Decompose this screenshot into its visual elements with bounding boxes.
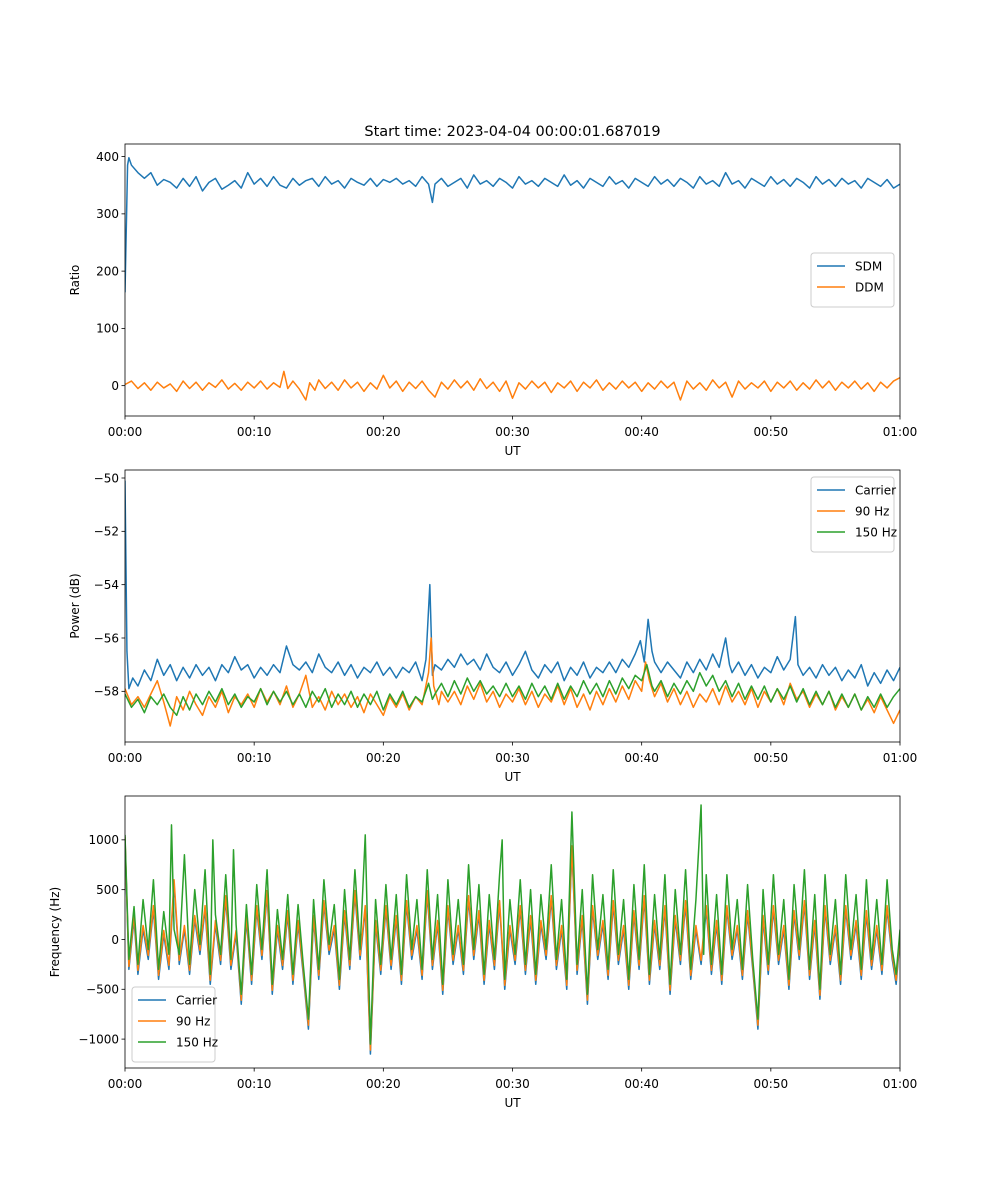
x-tick-label: 00:10 [237,751,272,765]
legend: SDM DDM [810,252,895,308]
x-tick-label: 00:20 [366,1077,401,1091]
x-axis-label: UT [504,444,521,458]
chart-area: 00:00 00:10 00:20 00:30 00:40 00:50 01:00 0 100 2… [48,143,918,1110]
y-tick-label: 0 [111,379,119,393]
legend-entry: Carrier [176,994,217,1008]
y-tick-label: −50 [94,471,119,485]
y-tick-label: 100 [96,322,119,336]
legend-box [810,476,895,553]
y-tick-label: 0 [111,933,119,947]
figure-title: Start time: 2023-04-04 00:00:01.687019 [364,124,660,140]
x-tick-label: 00:50 [754,1077,789,1091]
x-tick-label: 01:00 [883,751,918,765]
y-tick-label: 400 [96,150,119,164]
x-tick-label: 00:40 [624,751,659,765]
x-tick-label: 00:30 [495,425,530,439]
chart-panel-1: 00:00 00:10 00:20 00:30 00:40 00:50 01:00 0 100 2… [68,143,918,458]
x-tick-label: 01:00 [883,425,918,439]
x-tick-label: 00:00 [108,425,143,439]
series-group [125,804,900,1055]
y-tick-label: −500 [86,983,119,997]
y-tick-label: −56 [94,631,119,645]
y-tick-label: 1000 [88,833,119,847]
y-tick-label: −54 [94,578,119,592]
x-tick-label: 00:50 [754,425,789,439]
y-axis-label: Frequency (Hz) [48,887,62,978]
y-tick-label: −52 [94,525,119,539]
y-tick-label: −1000 [78,1032,119,1046]
y-tick-label: 300 [96,207,119,221]
series-line-carrier [125,480,900,690]
y-tick-label: 500 [96,883,119,897]
legend-entry: DDM [855,281,884,295]
series-line-150-hz [125,804,900,1045]
legend: Carrier 90 Hz 150 Hz [810,476,897,553]
series-group [125,156,900,401]
legend-entry: 150 Hz [855,526,897,540]
x-tick-label: 00:10 [237,425,272,439]
x-tick-label: 00:40 [624,1077,659,1091]
x-tick-label: 00:50 [754,751,789,765]
x-tick-label: 00:00 [108,751,143,765]
x-tick-label: 00:30 [495,751,530,765]
x-tick-label: 00:20 [366,751,401,765]
series-group [125,480,900,727]
y-tick-label: 200 [96,264,119,278]
legend: Carrier 90 Hz 150 Hz [131,986,218,1063]
legend-entry: 150 Hz [176,1036,218,1050]
y-axis-label: Ratio [68,265,82,296]
x-tick-label: 00:40 [624,425,659,439]
y-axis-label: Power (dB) [68,573,82,638]
chart-panel-2: 00:00 00:10 00:20 00:30 00:40 00:50 01:00 −58 −5… [68,469,918,784]
legend-box [131,986,216,1063]
series-line-150-hz [125,663,900,717]
legend-entry: 90 Hz [176,1015,210,1029]
x-tick-label: 01:00 [883,1077,918,1091]
legend-entry: 90 Hz [855,505,889,519]
series-line-90-hz [125,637,900,727]
x-axis-label: UT [504,770,521,784]
legend-entry: Carrier [855,484,896,498]
x-axis-label: UT [504,1096,521,1110]
series-line-sdm [125,156,900,293]
legend-entry: SDM [855,260,882,274]
x-tick-label: 00:10 [237,1077,272,1091]
x-tick-label: 00:20 [366,425,401,439]
x-tick-label: 00:30 [495,1077,530,1091]
series-line-ddm [125,370,900,401]
y-tick-label: −58 [94,685,119,699]
x-tick-label: 00:00 [108,1077,143,1091]
chart-panel-3: 00:00 00:10 00:20 00:30 00:40 00:50 01:00 −1000… [48,795,918,1110]
